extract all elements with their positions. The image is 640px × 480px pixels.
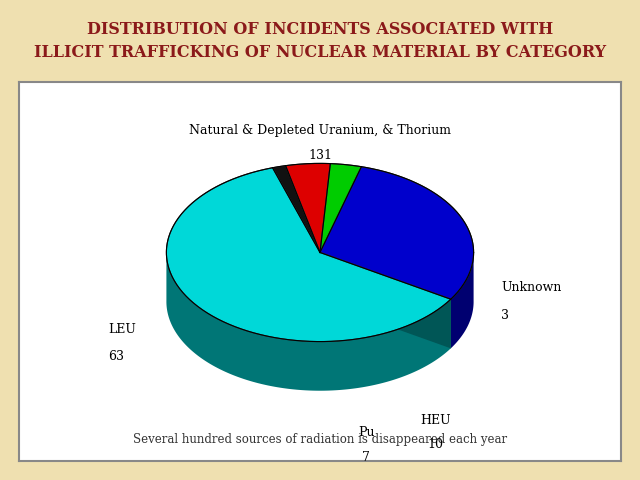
Polygon shape: [320, 167, 474, 299]
Text: Unknown: Unknown: [501, 281, 562, 294]
Text: Several hundred sources of radiation is disappeared each year: Several hundred sources of radiation is …: [133, 433, 507, 446]
Polygon shape: [285, 163, 330, 252]
Polygon shape: [273, 166, 320, 252]
Text: Natural & Depleted Uranium, & Thorium: Natural & Depleted Uranium, & Thorium: [189, 124, 451, 137]
Text: HEU: HEU: [420, 414, 451, 427]
Text: 63: 63: [108, 350, 124, 363]
Polygon shape: [320, 252, 451, 348]
Text: 7: 7: [362, 451, 370, 464]
Polygon shape: [166, 168, 451, 342]
Text: 3: 3: [501, 309, 509, 322]
Text: Pu: Pu: [358, 426, 374, 439]
Text: 10: 10: [428, 438, 444, 451]
Polygon shape: [320, 164, 362, 252]
Text: LEU: LEU: [108, 323, 136, 336]
Text: 131: 131: [308, 149, 332, 162]
Text: DISTRIBUTION OF INCIDENTS ASSOCIATED WITH
ILLICIT TRAFFICKING OF NUCLEAR MATERIA: DISTRIBUTION OF INCIDENTS ASSOCIATED WIT…: [34, 21, 606, 61]
Polygon shape: [166, 252, 451, 391]
Polygon shape: [451, 252, 474, 348]
Polygon shape: [320, 252, 451, 348]
